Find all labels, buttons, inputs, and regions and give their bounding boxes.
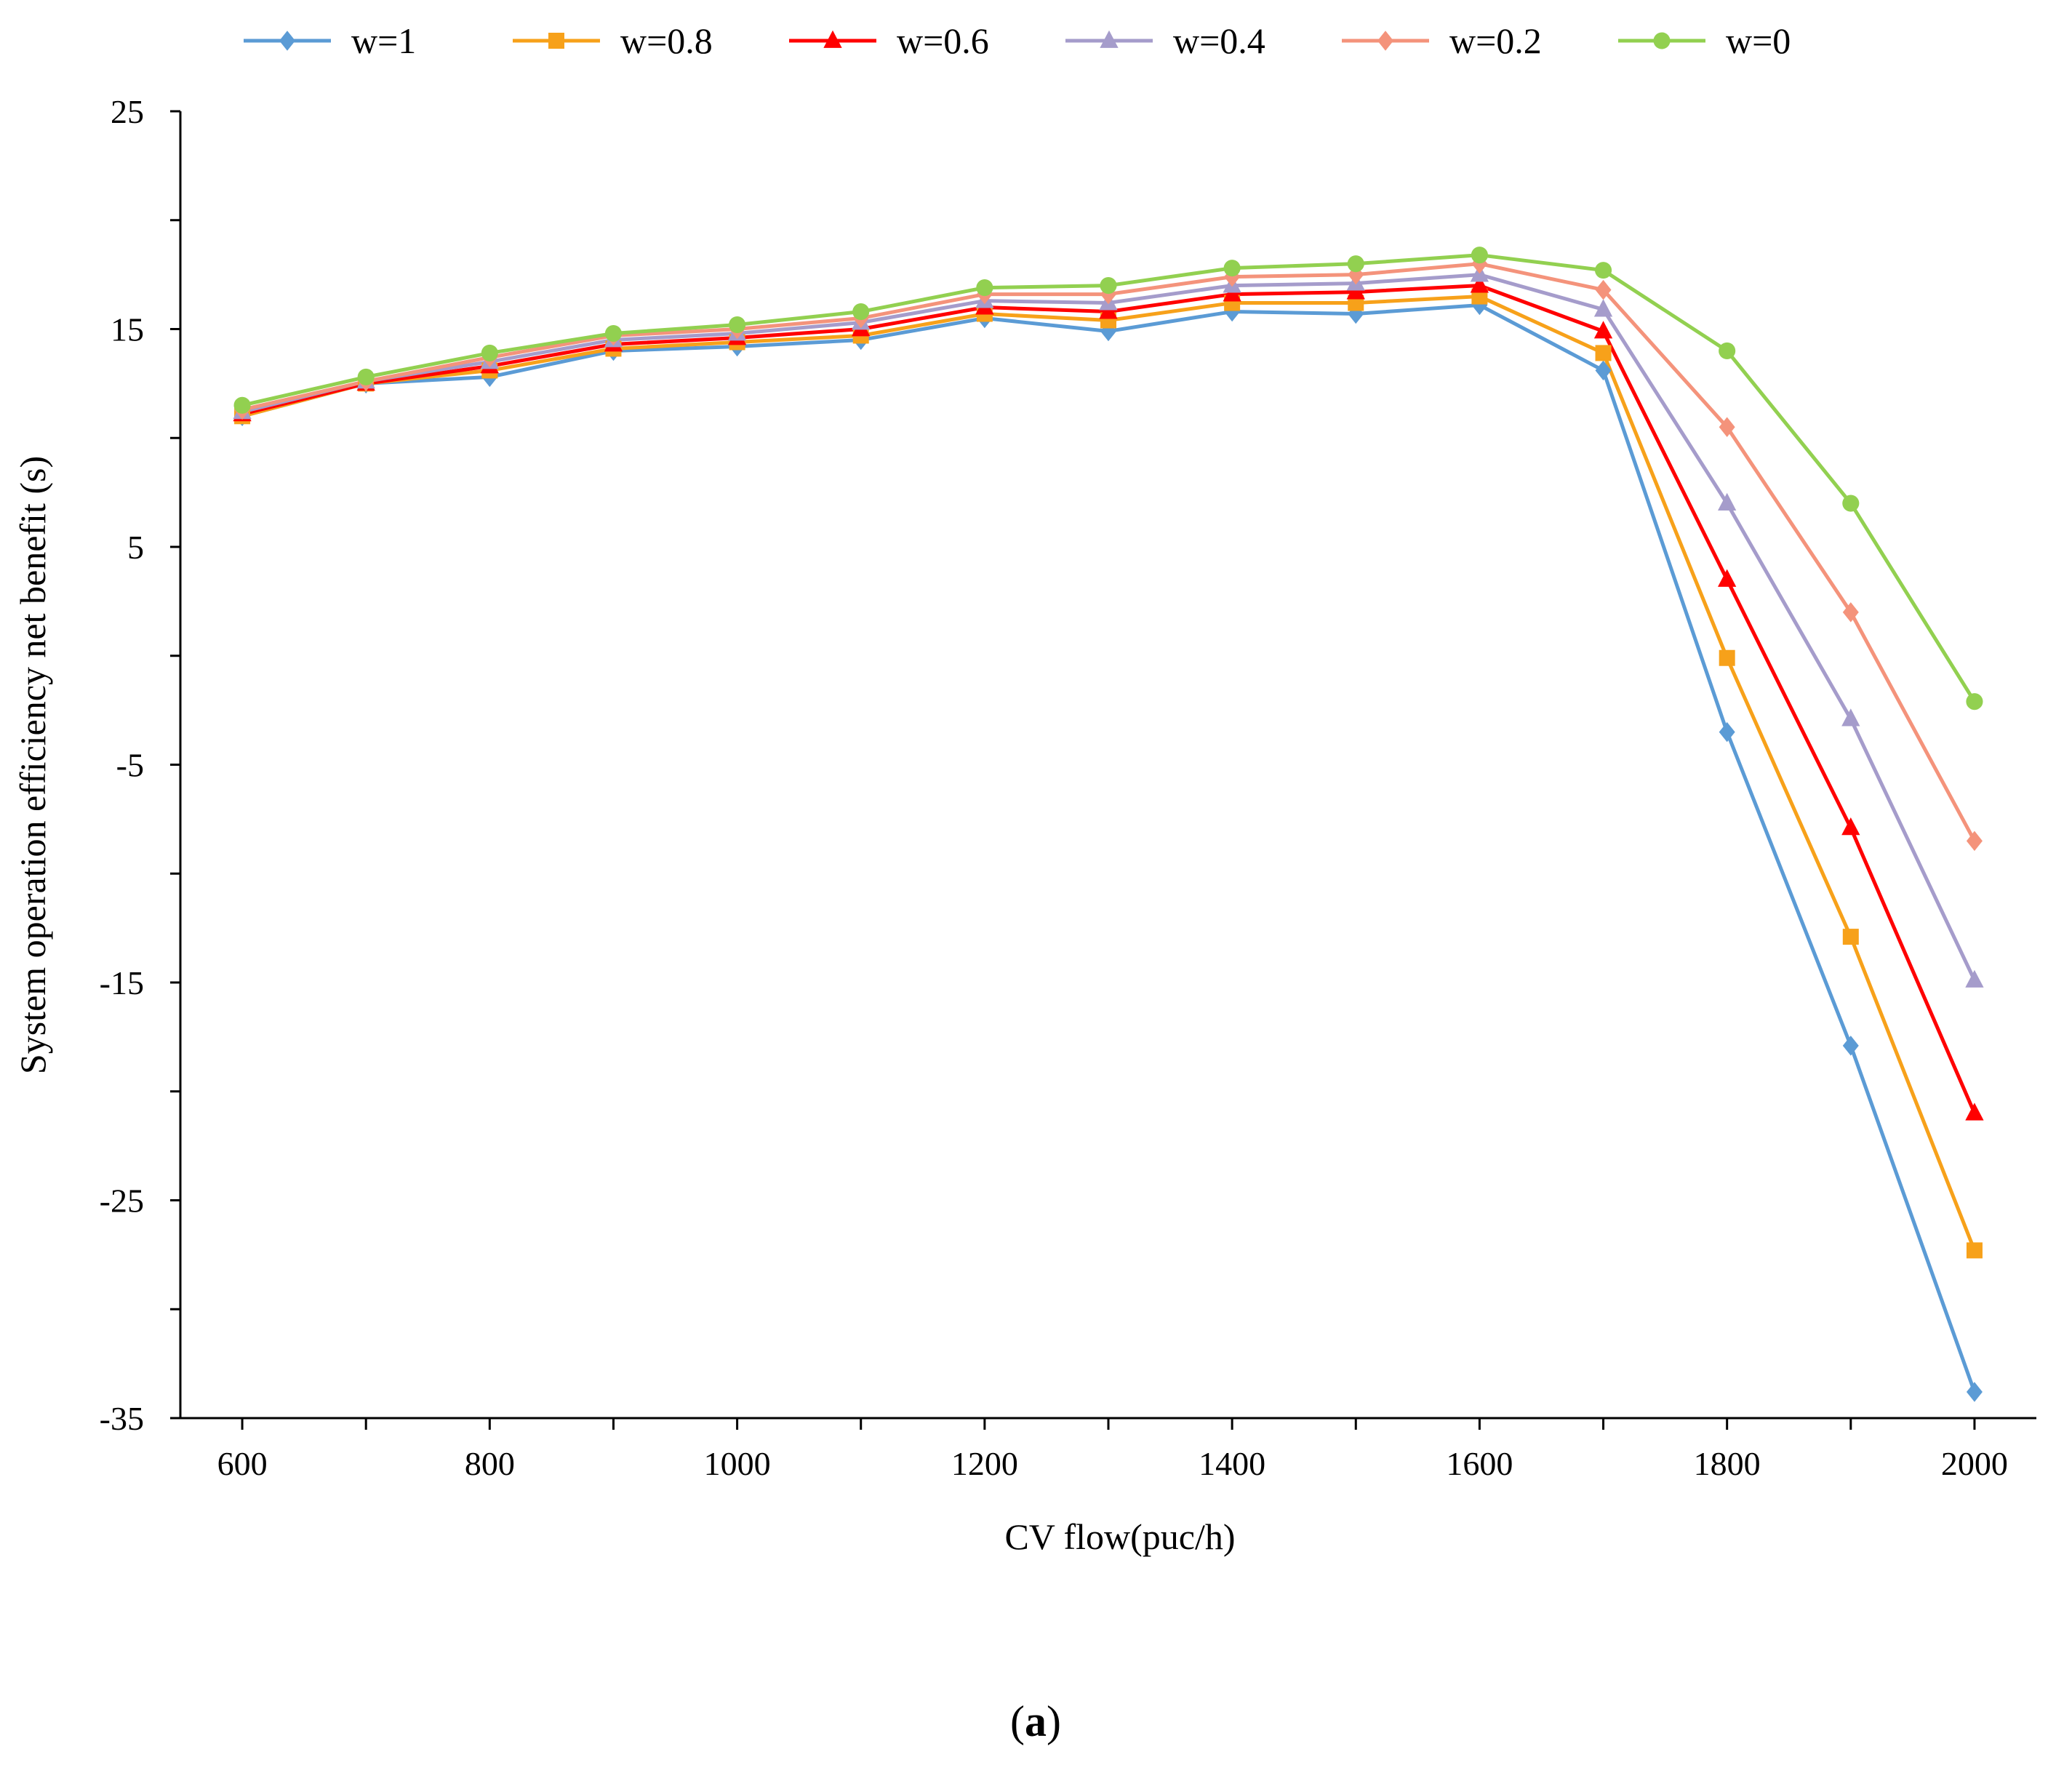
data-point: [852, 303, 870, 321]
legend-entry: w=0.2: [1342, 20, 1542, 61]
series-line-0: [241, 303, 1977, 1393]
x-axis-title: CV flow(puc/h): [1004, 1516, 1235, 1557]
series-line-1: [241, 295, 1977, 1252]
data-point: [1595, 360, 1612, 381]
legend-marker: [1377, 31, 1393, 51]
data-point: [1718, 569, 1737, 587]
y-tick-label: -25: [100, 1182, 144, 1220]
data-point: [604, 324, 623, 343]
data-point: [1594, 262, 1612, 279]
caption-letter: a: [1025, 1697, 1047, 1745]
data-point: [1719, 649, 1735, 666]
legend-marker: [279, 31, 295, 51]
data-point: [1965, 969, 1984, 988]
data-point: [1966, 693, 1983, 711]
data-point: [357, 368, 375, 385]
data-point: [1718, 492, 1737, 511]
data-point: [481, 344, 498, 361]
y-tick-label: 25: [111, 93, 144, 130]
data-point: [1100, 277, 1117, 295]
y-axis-title: System operation efficiency net benefit …: [12, 456, 53, 1074]
y-ticks: 25 15 5 -5 -15 -25 -35: [100, 93, 180, 1437]
legend-label: w=0: [1726, 20, 1791, 61]
caption-open-paren: (: [1010, 1697, 1025, 1745]
legend-label: w=1: [351, 20, 416, 61]
data-point: [1719, 417, 1735, 438]
legend-label: w=0.6: [897, 20, 989, 61]
data-point: [1841, 708, 1860, 727]
legend-entry: w=1: [244, 20, 416, 61]
data-point: [1471, 247, 1488, 264]
data-point: [1841, 817, 1860, 836]
y-tick-label: 15: [111, 311, 144, 348]
y-tick-label: 5: [127, 529, 144, 566]
data-point: [1842, 1036, 1859, 1056]
data-point: [1842, 495, 1860, 512]
data-point: [1470, 275, 1489, 293]
data-point: [1347, 255, 1364, 273]
data-point: [1966, 1242, 1983, 1259]
data-point: [729, 316, 746, 334]
data-point: [233, 396, 251, 414]
series-lines: [241, 253, 1977, 1393]
data-point: [1719, 342, 1736, 360]
data-point: [1842, 602, 1859, 623]
legend-entry: w=0.6: [789, 20, 989, 61]
data-point: [1966, 1382, 1983, 1402]
y-tick-label: -35: [100, 1400, 144, 1437]
legend-entry: w=0.4: [1065, 20, 1265, 61]
legend: w=1 w=0.8 w=0.6 w=0.4 w=0.2 w=0: [244, 20, 1791, 61]
x-ticks: 600 800 1000 1200 1400 1600 1800 2000: [217, 1418, 2008, 1482]
figure-caption: (a): [1010, 1697, 1061, 1745]
data-point: [1842, 929, 1859, 945]
x-tick-label: 2000: [1941, 1445, 2008, 1482]
data-point: [1965, 1102, 1984, 1121]
legend-entry: w=0.8: [513, 20, 713, 61]
legend-entry: w=0: [1618, 20, 1791, 61]
legend-label: w=0.4: [1173, 20, 1265, 61]
caption-close-paren: ): [1047, 1697, 1061, 1745]
data-point: [1966, 831, 1983, 852]
data-point: [1223, 260, 1241, 277]
x-tick-label: 1400: [1199, 1445, 1265, 1482]
legend-marker: [823, 30, 842, 48]
data-point: [1595, 345, 1612, 361]
legend-label: w=0.2: [1449, 20, 1542, 61]
legend-marker: [548, 33, 564, 49]
y-tick-label: -15: [100, 964, 144, 1001]
legend-marker: [1100, 30, 1119, 48]
legend-label: w=0.8: [620, 20, 713, 61]
data-point: [1719, 721, 1735, 743]
y-tick-label: -5: [116, 747, 144, 784]
series-markers: [233, 247, 1984, 1402]
x-tick-label: 1000: [704, 1445, 771, 1482]
data-point: [1593, 321, 1613, 339]
x-tick-label: 1800: [1694, 1445, 1761, 1482]
x-tick-label: 1200: [951, 1445, 1018, 1482]
data-point: [1593, 299, 1613, 317]
x-tick-label: 600: [217, 1445, 268, 1482]
data-point: [1595, 279, 1612, 300]
data-point: [976, 279, 993, 297]
x-tick-label: 1600: [1446, 1445, 1513, 1482]
x-tick-label: 800: [465, 1445, 515, 1482]
legend-marker: [1653, 32, 1671, 49]
